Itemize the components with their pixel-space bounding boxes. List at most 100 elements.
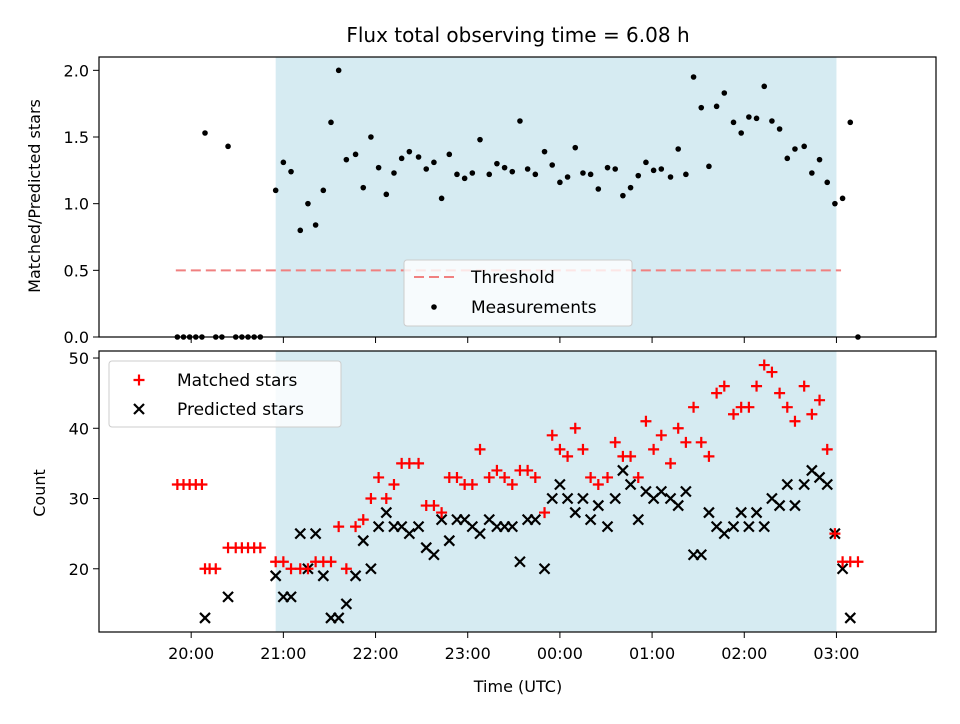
measurement-point <box>776 126 783 132</box>
matched-stars-point <box>254 542 266 554</box>
measurement-point <box>839 195 846 202</box>
matched-stars-point <box>196 478 208 490</box>
matched-stars-point <box>506 478 518 490</box>
top-y-axis-label: Matched/Predicted stars <box>25 99 44 293</box>
bottom-y-tick-label: 50 <box>69 349 89 368</box>
matched-stars-point <box>474 443 486 455</box>
measurement-point <box>792 146 798 152</box>
matched-stars-point <box>210 563 222 575</box>
measurement-point <box>328 119 334 126</box>
top-axes-frame <box>98 56 937 338</box>
predicted-stars-point <box>309 527 322 540</box>
predicted-stars-point <box>357 534 370 547</box>
predicted-stars-point <box>529 513 542 526</box>
predicted-stars-point <box>609 492 621 505</box>
legend-measurement-label: Measurements <box>471 298 597 318</box>
matched-stars-point <box>529 471 541 483</box>
measurement-point <box>738 130 744 136</box>
measurement-point <box>847 119 854 126</box>
measurement-point <box>280 159 287 166</box>
matched-stars-point <box>743 401 755 413</box>
measurement-point <box>501 164 508 171</box>
measurement-point <box>272 187 279 194</box>
matched-stars-point <box>789 415 801 427</box>
matched-stars-point <box>640 415 652 427</box>
measurement-point <box>423 166 430 172</box>
predicted-stars-point <box>474 527 486 540</box>
measurement-point <box>587 171 594 178</box>
measurement-point <box>406 148 413 155</box>
measurement-point <box>312 222 319 228</box>
predicted-stars-point <box>294 527 307 540</box>
measurement-point <box>580 170 586 176</box>
predicted-stars-point <box>561 492 574 505</box>
matched-stars-point <box>758 359 770 371</box>
measurement-point <box>801 143 807 150</box>
predicted-stars-point <box>781 478 794 491</box>
matched-stars-point <box>688 401 700 413</box>
measurement-point <box>824 179 831 186</box>
predicted-stars-point <box>789 499 801 512</box>
predicted-stars-point <box>703 506 715 519</box>
matched-stars-point <box>774 387 786 399</box>
top-y-tick-label: 0.0 <box>64 328 89 347</box>
measurement-point <box>730 119 737 126</box>
bottom-observing-span <box>275 351 837 632</box>
measurement-point <box>454 171 460 178</box>
predicted-stars-point <box>569 506 582 519</box>
matched-stars-point <box>436 507 448 519</box>
matched-stars-point <box>680 436 692 448</box>
measurement-point <box>360 184 367 191</box>
predicted-stars-point <box>199 612 211 624</box>
matched-stars-point <box>365 493 377 505</box>
matched-stars-point <box>428 500 440 512</box>
top-y-tick-label: 2.0 <box>64 61 89 80</box>
predicted-stars-point <box>773 499 786 512</box>
matched-stars-point <box>285 563 297 575</box>
measurement-point <box>320 187 327 194</box>
matched-stars-point <box>711 387 723 399</box>
measurement-point <box>415 154 422 160</box>
matched-stars-point <box>451 471 463 483</box>
matched-stars-point <box>798 380 810 392</box>
measurement-point <box>721 90 728 96</box>
predicted-stars-point <box>601 520 614 533</box>
predicted-stars-point <box>680 485 692 498</box>
x-tick-label: 01:00 <box>629 644 675 663</box>
measurement-point <box>549 162 556 168</box>
x-tick-label: 23:00 <box>445 644 491 663</box>
legend-predicted-label: Predicted stars <box>177 400 304 420</box>
x-axis-label: Time (UTC) <box>473 677 562 696</box>
measurement-point <box>690 74 697 80</box>
measurement-point <box>650 167 657 174</box>
measurement-point <box>288 168 294 175</box>
matched-stars-point <box>350 521 362 533</box>
measurement-point <box>572 144 579 151</box>
measurement-point <box>438 195 445 202</box>
measurement-point <box>477 136 483 143</box>
predicted-stars-point <box>821 478 834 491</box>
predicted-stars-point <box>735 506 747 519</box>
matched-stars-point <box>814 394 826 406</box>
matched-stars-point <box>821 443 833 455</box>
legend-measurement-swatch <box>431 304 437 310</box>
x-tick-label: 22:00 <box>352 644 398 663</box>
matched-stars-point <box>569 422 581 434</box>
measurement-point <box>769 118 775 124</box>
matched-stars-point <box>373 471 385 483</box>
matched-stars-point <box>665 457 677 469</box>
measurement-point <box>375 164 382 171</box>
matched-stars-point <box>413 457 425 469</box>
measurement-point <box>675 146 682 152</box>
predicted-stars-point <box>632 513 645 526</box>
chart-title: Flux total observing time = 6.08 h <box>346 23 689 47</box>
predicted-stars-point <box>332 612 345 624</box>
measurement-point <box>391 170 397 176</box>
predicted-stars-point <box>554 478 566 491</box>
predicted-stars-point <box>743 520 755 533</box>
measurement-point <box>305 200 311 207</box>
predicted-stars-point <box>546 492 558 505</box>
bottom-y-axis-label: Count <box>30 469 49 517</box>
matched-stars-point <box>403 457 415 469</box>
predicted-stars-point <box>506 520 519 533</box>
